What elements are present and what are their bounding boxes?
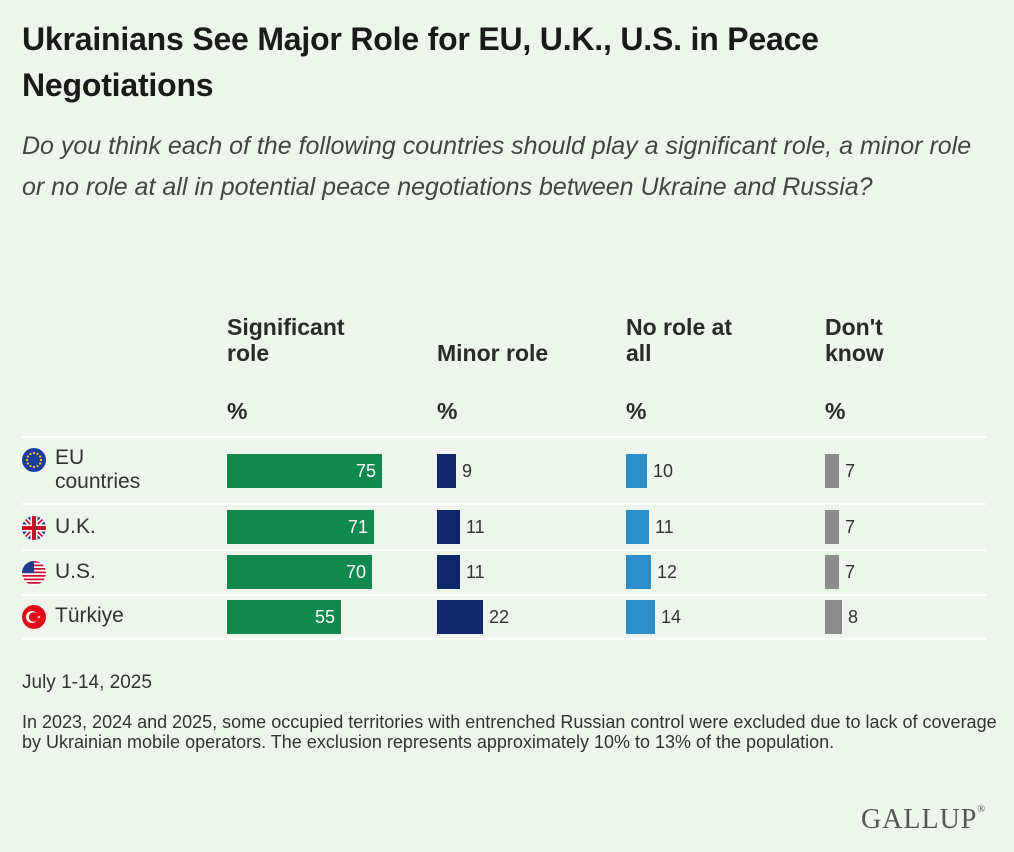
bar-0-2 — [227, 555, 372, 589]
data-label: 7 — [845, 517, 856, 537]
registered-mark: ® — [977, 804, 986, 815]
data-label: 11 — [466, 562, 485, 582]
gallup-logo: GALLUP® — [861, 804, 986, 836]
column-header-0: Significant role% — [227, 314, 407, 424]
data-label: 11 — [655, 517, 674, 537]
bar-0-0 — [227, 454, 382, 488]
column-header-unit: % — [227, 398, 248, 424]
data-label: 10 — [653, 461, 674, 481]
column-header-unit: % — [825, 398, 846, 424]
data-label: 75 — [355, 461, 376, 481]
column-header-unit: % — [437, 398, 458, 424]
data-label: 7 — [845, 562, 856, 582]
bar-1-3 — [437, 600, 483, 634]
bar-1-1 — [437, 510, 460, 544]
bar-1-0 — [437, 454, 456, 488]
row-label: U.S. — [55, 560, 96, 583]
bar-0-1 — [227, 510, 374, 544]
bar-3-2 — [825, 555, 839, 589]
column-header-label: No role at all — [626, 314, 733, 366]
data-label: 8 — [848, 607, 859, 627]
us-flag-icon — [22, 561, 46, 585]
row-label: U.K. — [55, 515, 96, 538]
bar-3-3 — [825, 600, 842, 634]
bar-3-1 — [825, 510, 839, 544]
bar-3-0 — [825, 454, 839, 488]
methodology-note: In 2023, 2024 and 2025, some occupied te… — [22, 712, 997, 752]
data-label: 9 — [462, 461, 473, 481]
column-header-3: Don't know% — [825, 314, 1005, 424]
data-label: 12 — [657, 562, 678, 582]
data-label: 7 — [845, 461, 856, 481]
bar-2-1 — [626, 510, 649, 544]
row-divider — [22, 638, 986, 640]
survey-date: July 1-14, 2025 — [22, 672, 152, 693]
column-header-label: Significant role — [227, 314, 345, 366]
row-divider — [22, 549, 986, 551]
bar-1-2 — [437, 555, 460, 589]
row-divider — [22, 594, 986, 596]
bar-2-3 — [626, 600, 655, 634]
bar-2-2 — [626, 555, 651, 589]
turkey-flag-icon — [22, 605, 46, 629]
column-header-unit: % — [626, 398, 647, 424]
data-label: 71 — [347, 517, 368, 537]
chart-title: Ukrainians See Major Role for EU, U.K., … — [22, 21, 819, 103]
column-header-label: Don't know — [825, 314, 884, 366]
column-header-1: Minor role% — [437, 318, 617, 424]
data-label: 22 — [489, 607, 510, 627]
data-label: 70 — [345, 562, 366, 582]
column-header-label: Minor role — [437, 340, 549, 366]
eu-flag-icon — [22, 448, 46, 472]
row-divider — [22, 503, 986, 505]
uk-flag-icon — [22, 516, 46, 540]
column-header-2: No role at all% — [626, 314, 806, 424]
data-label: 11 — [466, 517, 485, 537]
bar-2-0 — [626, 454, 647, 488]
logo-text: GALLUP — [860, 804, 978, 835]
chart-subtitle: Do you think each of the following count… — [22, 132, 972, 201]
bar-0-3 — [227, 600, 341, 634]
row-label: EU countries — [55, 446, 141, 493]
data-label: 14 — [661, 607, 682, 627]
row-divider — [22, 436, 986, 438]
row-label: Türkiye — [55, 604, 124, 627]
data-label: 55 — [314, 607, 335, 627]
